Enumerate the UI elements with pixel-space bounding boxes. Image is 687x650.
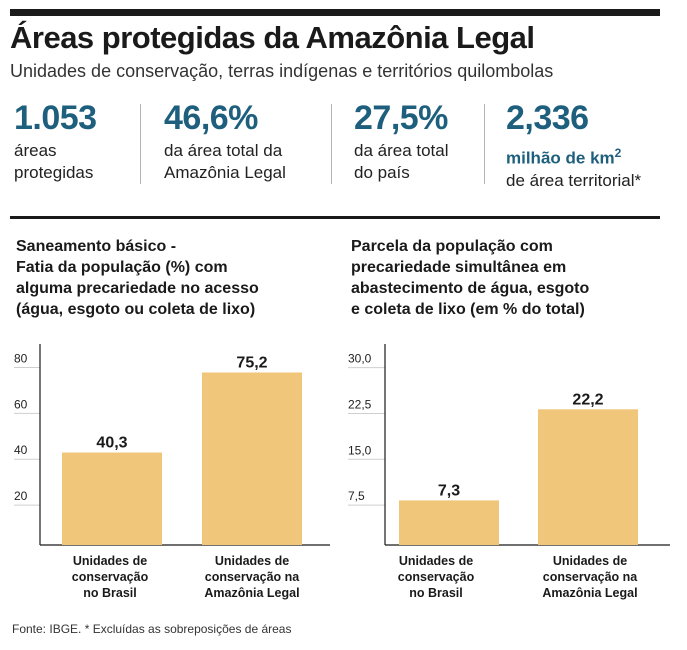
bar-value-label: 22,2 — [572, 391, 603, 408]
category-label: conservação — [398, 570, 475, 584]
bar — [202, 372, 302, 545]
stat-country-share: 27,5% da área total do país — [354, 100, 449, 184]
chart-title-line: (água, esgoto ou coleta de lixo) — [16, 301, 256, 318]
bar-value-label: 40,3 — [96, 435, 127, 452]
page-subtitle: Unidades de conservação, terras indígena… — [10, 61, 554, 81]
stat-value: 2,336 — [506, 99, 589, 137]
category-label: conservação na — [205, 570, 301, 584]
y-tick-label: 20 — [14, 489, 28, 503]
stat-value: 27,5% — [354, 99, 448, 137]
category-label: Unidades de — [215, 554, 289, 568]
stat-divider — [140, 104, 141, 184]
category-label: Unidades de — [553, 554, 627, 568]
stat-unit-sup: 2 — [614, 146, 622, 160]
stat-divider — [484, 104, 485, 184]
top-rule — [10, 9, 660, 16]
bar-chart-sanitation: 20 40 60 80 40,3 Unidades de conservação no Bra… — [14, 344, 330, 600]
stat-desc: áreas protegidas — [14, 140, 97, 184]
category-label: Unidades de — [73, 554, 147, 568]
stat-desc-line: Amazônia Legal — [164, 163, 286, 182]
bar — [538, 409, 638, 545]
chart-title-simultaneous: Parcela da população com precariedade si… — [351, 236, 589, 320]
chart-title-line: precariedade simultânea em — [351, 259, 567, 276]
y-tick-label: 40 — [14, 443, 28, 457]
stat-desc: da área total da Amazônia Legal — [164, 140, 286, 184]
stat-desc-line: da área total — [354, 141, 449, 160]
category-label: no Brasil — [83, 586, 137, 600]
bar-value-label: 75,2 — [236, 354, 267, 371]
stat-desc-line: protegidas — [14, 163, 94, 182]
category-label: Amazônia Legal — [204, 586, 299, 600]
category-label: conservação — [72, 570, 149, 584]
stat-desc: da área total do país — [354, 140, 449, 184]
stat-legal-amazon-share: 46,6% da área total da Amazônia Legal — [164, 100, 286, 184]
category-label: Amazônia Legal — [542, 586, 637, 600]
bar — [399, 500, 499, 545]
stat-desc-line: áreas — [14, 141, 57, 160]
y-tick-label: 80 — [14, 351, 28, 365]
y-tick-label: 7,5 — [348, 489, 365, 503]
stat-desc: de área territorial* — [506, 170, 642, 190]
category-label: conservação na — [543, 570, 639, 584]
y-tick-label: 15,0 — [348, 443, 372, 457]
stat-territorial-area: 2,336 milhão de km2 de área territorial* — [506, 100, 641, 192]
chart-title-line: Fatia da população (%) com — [16, 259, 228, 276]
chart-title-line: Saneamento básico - — [16, 238, 177, 255]
section-rule — [10, 216, 660, 219]
chart-title-sanitation: Saneamento básico - Fatia da população (… — [16, 236, 259, 320]
source-note: Fonte: IBGE. * Excluídas as sobreposiçõe… — [12, 622, 292, 636]
chart-title-line: alguma precariedade no acesso — [16, 280, 259, 297]
stat-desc-line: do país — [354, 163, 410, 182]
stat-unit: milhão de km2 — [506, 142, 641, 170]
page-title: Áreas protegidas da Amazônia Legal — [10, 20, 535, 55]
stat-value: 1.053 — [14, 99, 97, 137]
stat-value: 46,6% — [164, 99, 258, 137]
category-label: no Brasil — [409, 586, 463, 600]
category-label: Unidades de — [399, 554, 473, 568]
bar — [62, 452, 162, 545]
stat-protected-areas: 1.053 áreas protegidas — [14, 100, 97, 184]
chart-title-line: abastecimento de água, esgoto — [351, 280, 590, 297]
stat-divider — [331, 104, 332, 184]
y-tick-label: 30,0 — [348, 352, 372, 366]
y-tick-label: 60 — [14, 397, 28, 411]
stat-unit-text: milhão de km — [506, 148, 615, 168]
y-tick-label: 22,5 — [348, 397, 372, 411]
stat-desc-line: da área total da — [164, 141, 283, 160]
bar-value-label: 7,3 — [438, 482, 460, 499]
bar-chart-simultaneous: 7,5 15,0 22,5 30,0 7,3 Unidades de conservação… — [348, 344, 670, 600]
chart-title-line: e coleta de lixo (em % do total) — [351, 301, 585, 318]
chart-title-line: Parcela da população com — [351, 238, 553, 255]
